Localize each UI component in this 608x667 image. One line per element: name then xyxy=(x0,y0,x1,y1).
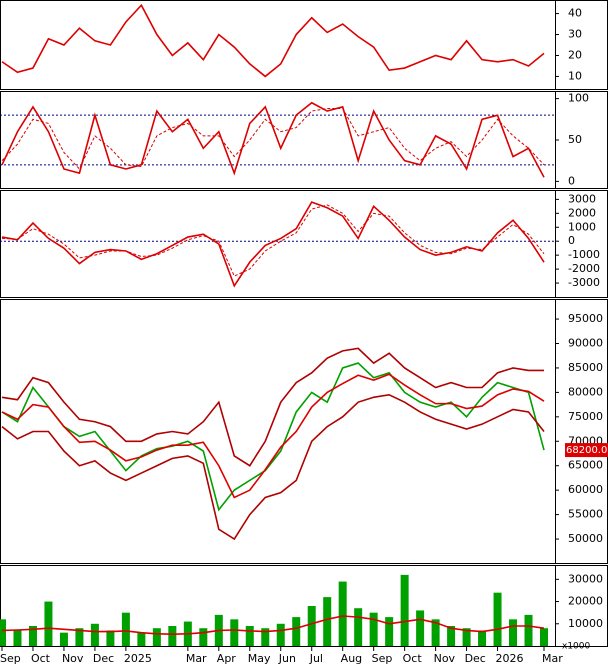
y-tick-label: 0 xyxy=(568,234,575,247)
x-tick-label: Mar xyxy=(542,652,563,665)
volume-bar xyxy=(540,628,548,646)
series-line xyxy=(1,347,544,467)
volume-bar xyxy=(121,612,130,646)
volume-bar xyxy=(168,626,177,646)
y-tick-label: 20 xyxy=(568,48,582,61)
volume-bar xyxy=(431,619,440,646)
volume-bar xyxy=(137,632,146,646)
x-tick-label: Mar xyxy=(186,652,207,665)
x-tick-label: 2025 xyxy=(124,652,152,665)
x-tick-label: Aug xyxy=(341,652,362,665)
volume-bar xyxy=(59,632,68,646)
volume-bar xyxy=(338,581,347,646)
volume-bar xyxy=(354,608,363,646)
volume-bar xyxy=(261,628,270,646)
volume-bar xyxy=(400,574,409,646)
y-tick-label: 55000 xyxy=(568,508,603,521)
series-line xyxy=(1,615,545,636)
volume-bar xyxy=(478,630,487,646)
y-tick-label: 90000 xyxy=(568,337,603,350)
x-tick-label: Nov xyxy=(434,652,456,665)
panel-frame xyxy=(0,299,608,564)
x-tick-label: Sep xyxy=(372,652,393,665)
y-tick-label: 30000 xyxy=(568,572,603,585)
y-tick-label: 30 xyxy=(568,28,582,41)
volume-bar xyxy=(385,617,394,646)
y-tick-label: 20000 xyxy=(568,595,603,608)
volume-bar xyxy=(493,592,502,646)
y-tick-label: 1000 xyxy=(568,220,596,233)
series-line xyxy=(1,3,545,78)
volume-bar xyxy=(292,617,301,646)
volume-bar xyxy=(509,619,518,646)
volume-bar xyxy=(28,626,37,646)
y-tick-label: 3000 xyxy=(568,192,596,205)
panel-frame xyxy=(0,0,608,90)
volume-bar xyxy=(276,623,285,646)
volume-bar xyxy=(199,628,208,646)
y-tick-label: 100 xyxy=(568,92,589,105)
x-tick-label: May xyxy=(248,652,271,665)
volume-bar xyxy=(462,628,471,646)
volume-bar xyxy=(90,623,99,646)
volume-bar xyxy=(13,630,22,646)
y-tick-label: 50000 xyxy=(568,532,603,545)
y-tick-label: 0 xyxy=(568,174,575,187)
y-tick-label: 40 xyxy=(568,7,582,20)
volume-bar xyxy=(416,610,425,646)
series-line xyxy=(1,201,545,288)
volume-bar xyxy=(447,626,456,646)
x-tick-label: Dec xyxy=(465,652,486,665)
y-tick-label: 50 xyxy=(568,133,582,146)
unit-label: x1000 xyxy=(562,642,591,652)
volume-bar xyxy=(0,619,6,646)
volume-bar xyxy=(245,626,254,646)
x-tick-label: Jul xyxy=(309,652,323,665)
series-line xyxy=(1,362,545,512)
x-tick-label: Oct xyxy=(31,652,51,665)
x-tick-label: Jun xyxy=(278,652,296,665)
panel-frame xyxy=(0,190,608,298)
last-price-label: 68200.00 xyxy=(566,445,608,456)
volume-bar xyxy=(44,601,53,646)
series-line xyxy=(1,373,545,499)
x-tick-label: Apr xyxy=(217,652,237,665)
y-tick-label: 65000 xyxy=(568,459,603,472)
volume-bar xyxy=(524,614,533,646)
series-line xyxy=(1,108,545,170)
y-tick-label: 95000 xyxy=(568,312,603,325)
series-line xyxy=(1,101,545,178)
volume-bar xyxy=(75,628,84,646)
y-tick-label: 85000 xyxy=(568,361,603,374)
x-tick-label: Dec xyxy=(93,652,114,665)
y-tick-label: 10 xyxy=(568,69,582,82)
volume-bar xyxy=(152,628,161,646)
x-tick-label: Sep xyxy=(0,652,21,665)
y-tick-label: -3000 xyxy=(568,276,600,289)
x-tick-label: Nov xyxy=(62,652,84,665)
volume-bar xyxy=(230,619,239,646)
y-tick-label: 80000 xyxy=(568,385,603,398)
x-tick-label: Oct xyxy=(403,652,423,665)
volume-bar xyxy=(106,630,115,646)
y-tick-label: -2000 xyxy=(568,262,600,275)
y-tick-label: 10000 xyxy=(568,617,603,630)
volume-bar xyxy=(369,612,378,646)
x-tick-label: 2026 xyxy=(496,652,524,665)
y-tick-label: -1000 xyxy=(568,248,600,261)
series-line xyxy=(1,204,545,277)
y-tick-label: 75000 xyxy=(568,410,603,423)
volume-bar xyxy=(323,597,332,646)
volume-bar xyxy=(307,606,316,646)
series-line xyxy=(1,394,545,541)
panel-frame xyxy=(0,91,608,189)
y-tick-label: 2000 xyxy=(568,206,596,219)
last-price-box xyxy=(565,443,608,458)
y-tick-label: 60000 xyxy=(568,483,603,496)
